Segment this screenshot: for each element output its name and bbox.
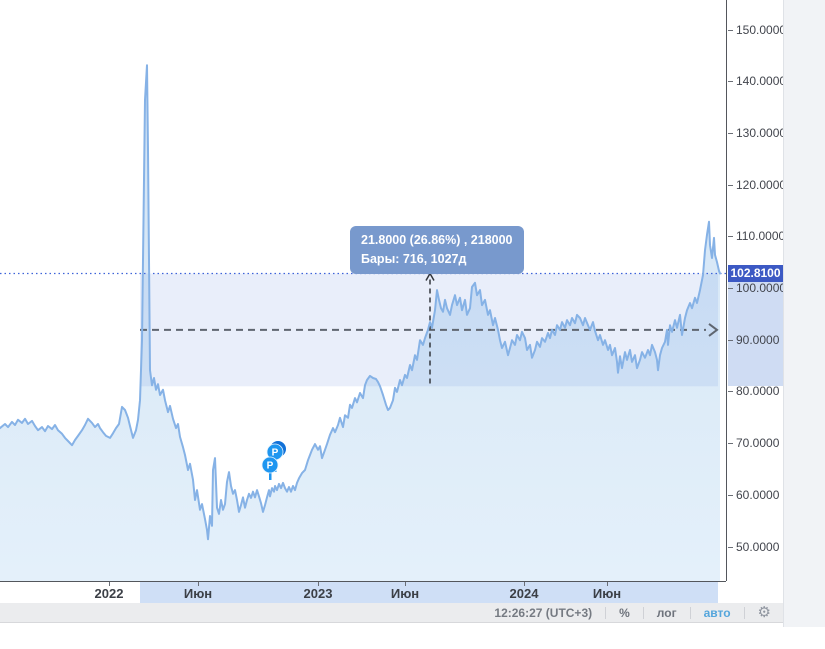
price-tick-label: 60.0000 [736,488,780,502]
page-background-strip [783,0,825,627]
price-tick-label: 90.0000 [736,333,780,347]
auto-scale-button[interactable]: авто [703,605,731,620]
time-tick [198,582,199,586]
measure-tooltip: 21.8000 (26.86%) , 218000 Бары: 716, 102… [350,226,524,274]
gear-icon[interactable]: ⚙ [757,604,771,621]
price-area-chart: РР [0,64,726,581]
flag-marker-letter: Р [272,448,279,459]
time-tick [607,582,608,586]
measure-band-axis [728,273,783,386]
price-tick-label: 120.0000 [736,178,787,192]
price-tick-label: 100.0000 [736,281,787,295]
toolbar-separator [689,606,691,619]
price-tick [728,340,733,341]
measure-range-highlight [140,582,718,604]
toolbar-separator [642,606,644,619]
price-tick [728,30,733,31]
price-line [0,64,721,541]
flag-marker[interactable] [261,456,279,474]
time-tick-label: Июн [183,586,213,601]
price-tick [728,288,733,289]
toolbar-separator [605,606,607,619]
price-tick [728,443,733,444]
price-tick [728,391,733,392]
price-tick [728,81,733,82]
price-tick [728,185,733,186]
bottom-toolbar: 12:26:27 (UTC+3) % лог авто ⚙ [0,603,783,623]
flag-marker-letter: Р [267,461,274,472]
time-tick [109,582,110,586]
time-tick [524,582,525,586]
up-arrow-icon [425,271,435,281]
time-tick-label: Июн [592,586,622,601]
last-price-label: 102.8100 [728,265,783,282]
measure-tooltip-bars: Бары: 716, 1027д [361,251,467,266]
time-tick-label: 2023 [303,586,333,601]
price-tick [728,547,733,548]
price-tick-label: 80.0000 [736,384,780,398]
price-tick [728,495,733,496]
price-tick-label: 150.0000 [736,23,787,37]
price-tick-label: 50.0000 [736,540,780,554]
price-tick-label: 130.0000 [736,126,787,140]
price-axis[interactable]: 150.0000 140.0000 130.0000 120.0000 110.0000… [726,0,787,581]
time-tick-label: Июн [390,586,420,601]
toolbar-separator [743,606,745,619]
time-tick-label: 2024 [509,586,539,601]
price-tick [728,133,733,134]
log-scale-button[interactable]: лог [656,605,677,620]
time-tick [318,582,319,586]
clock-label[interactable]: 12:26:27 (UTC+3) [494,605,593,620]
time-tick [405,582,406,586]
measure-tooltip-range: 21.8000 (26.86%) , 218000 [361,233,513,247]
price-tick [728,236,733,237]
time-axis[interactable]: 2022 Июн 2023 Июн 2024 Июн [0,581,726,604]
price-tick-label: 70.0000 [736,436,780,450]
time-tick-label: 2022 [94,586,124,601]
right-arrow-icon [708,323,719,337]
price-tick-label: 110.0000 [736,229,786,243]
area-fill [0,65,720,581]
price-tick-label: 140.0000 [736,74,787,88]
percent-scale-button[interactable]: % [619,605,630,620]
